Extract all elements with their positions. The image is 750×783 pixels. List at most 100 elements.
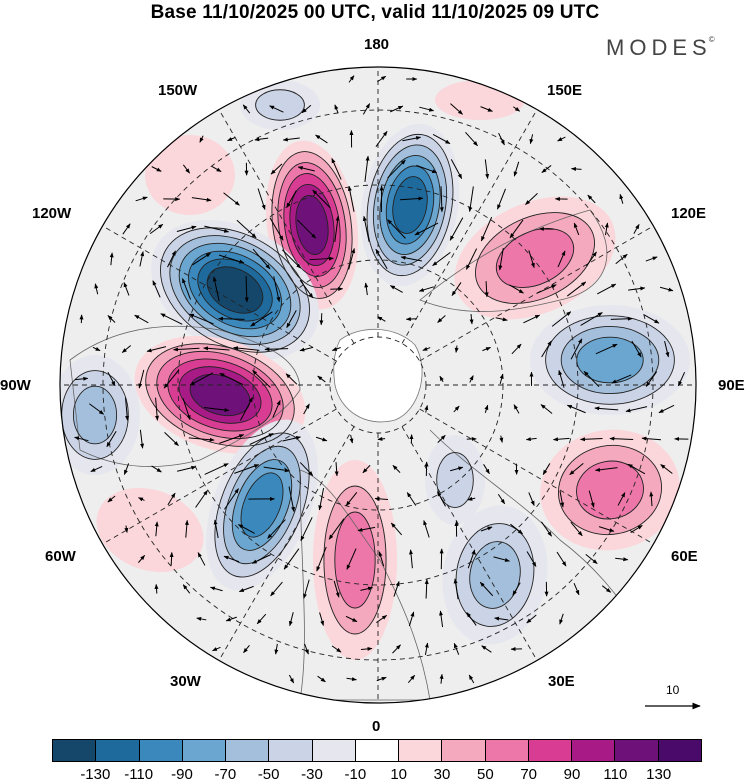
wind-vector	[566, 281, 587, 297]
contour-line	[223, 445, 301, 565]
contour-line	[455, 523, 535, 627]
wind-vector	[90, 465, 103, 473]
wind-vector	[272, 399, 281, 418]
wind-vector	[182, 164, 191, 174]
wind-vector	[451, 282, 462, 296]
wind-vector	[167, 492, 176, 506]
colorbar-tick-label: 130	[646, 766, 672, 783]
contour-line	[469, 541, 521, 609]
wind-vector	[513, 404, 520, 414]
meridian-line	[102, 408, 337, 545]
wind-vector	[196, 616, 207, 621]
wind-vector	[309, 256, 334, 261]
wind-vector	[482, 346, 492, 352]
wind-vector	[525, 193, 538, 205]
brand-logo: MODES©	[606, 35, 715, 61]
wind-vector	[497, 188, 506, 210]
wind-vector	[346, 677, 357, 682]
wind-vector	[244, 275, 249, 303]
wind-vector	[349, 434, 354, 444]
wind-vector	[192, 252, 211, 266]
anomaly-band	[295, 195, 329, 255]
colorbar-tick-label: 90	[563, 766, 581, 783]
anomaly-band	[207, 266, 263, 314]
wind-vector	[450, 103, 463, 115]
label-lon-60w: 60W	[45, 548, 76, 565]
wind-vector	[189, 313, 214, 325]
contour-line	[178, 242, 292, 338]
wind-vector	[267, 519, 286, 539]
wind-vector	[197, 552, 206, 566]
wind-vector	[204, 463, 229, 475]
wind-vector	[439, 610, 444, 628]
anomaly-band	[496, 228, 574, 288]
colorbar-tick-label: -90	[171, 766, 193, 783]
wind-vector	[499, 373, 504, 385]
wind-vector	[480, 216, 493, 242]
wind-vector	[389, 285, 403, 293]
wind-vector	[317, 375, 326, 383]
wind-vector	[389, 105, 404, 113]
map-title: Base 11/10/2025 00 UTC, valid 11/10/2025…	[150, 2, 600, 23]
wind-vector	[377, 75, 387, 83]
wind-vector	[540, 404, 553, 414]
brand-name: MODES	[606, 35, 712, 60]
wind-vector	[469, 313, 474, 325]
wind-vector	[285, 373, 298, 385]
wind-vector	[238, 585, 254, 593]
wind-vector	[204, 225, 230, 233]
wind-vector	[437, 434, 446, 444]
wind-vector	[281, 249, 302, 269]
wind-vector	[558, 369, 565, 388]
anomaly-band	[334, 512, 376, 608]
wind-vector	[424, 642, 429, 656]
wind-vector	[348, 248, 356, 270]
colorbar-swatch	[399, 740, 443, 761]
brand-mark: ©	[708, 35, 715, 44]
wind-vector	[570, 338, 583, 360]
wind-vector	[449, 217, 464, 241]
wind-vector	[182, 584, 191, 594]
map-border	[59, 66, 697, 704]
wind-vector	[269, 217, 284, 241]
wind-vector	[250, 311, 273, 327]
wind-vector	[191, 197, 212, 202]
wind-vector	[585, 553, 598, 565]
wind-vector	[436, 491, 447, 507]
contour-line	[576, 460, 644, 520]
wind-vector	[378, 551, 385, 567]
wind-vector	[536, 284, 557, 294]
wind-vector	[643, 314, 660, 324]
wind-vector	[551, 311, 572, 327]
colorbar-tick-label: 70	[520, 766, 537, 783]
wind-vector	[312, 189, 331, 209]
wind-vector	[559, 490, 565, 508]
wind-vector	[181, 278, 192, 300]
contour-lines	[61, 89, 675, 635]
wind-vector	[242, 104, 251, 114]
contour-line	[240, 472, 284, 538]
wind-vector	[299, 462, 314, 476]
wind-vector	[138, 369, 145, 389]
meridian-line	[401, 426, 538, 661]
wind-vector	[282, 436, 302, 442]
wind-vector	[124, 397, 130, 421]
wind-vector	[286, 310, 297, 329]
wind-vector	[270, 581, 283, 597]
wind-vector	[509, 284, 524, 294]
wind-vector	[331, 157, 342, 180]
wind-vector	[569, 462, 584, 476]
wind-vector	[375, 248, 388, 270]
colorbar-swatch	[658, 740, 701, 761]
wind-vector	[615, 253, 628, 265]
label-lon-0: 0	[372, 718, 381, 735]
wind-vector	[499, 435, 504, 443]
contour-line	[475, 212, 595, 304]
wind-vector	[364, 282, 369, 296]
meridian-line	[218, 426, 355, 661]
wind-vector	[223, 555, 240, 563]
wind-vector	[658, 404, 675, 414]
wind-vector	[495, 317, 508, 322]
wind-vector	[587, 194, 596, 204]
wind-vector	[467, 549, 476, 569]
